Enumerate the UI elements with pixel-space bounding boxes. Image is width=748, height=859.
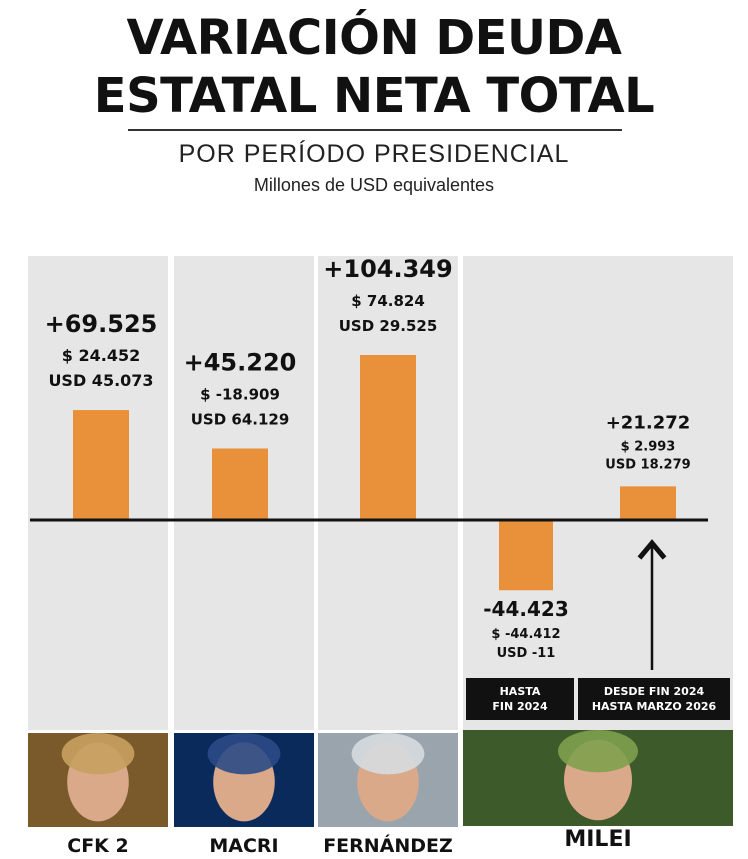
pesos-label: $ 2.993 — [621, 439, 676, 454]
total-label: +104.349 — [323, 255, 452, 283]
units-label: Millones de USD equivalentes — [253, 175, 495, 195]
hair-shape — [558, 730, 638, 773]
pesos-label: $ 74.824 — [351, 292, 425, 310]
hair-shape — [207, 733, 281, 775]
hair-shape — [61, 733, 135, 775]
total-label: +69.525 — [45, 310, 158, 338]
subtitle: POR PERÍODO PRESIDENCIAL — [178, 140, 570, 168]
title-divider — [128, 129, 622, 131]
period-tag — [578, 678, 730, 720]
pesos-label: $ 24.452 — [62, 346, 140, 365]
name-label-fernandez: FERNÁNDEZ — [323, 834, 453, 857]
bar-cfk-2 — [73, 410, 129, 520]
usd-label: USD 18.279 — [605, 457, 690, 472]
name-label-milei: MILEI — [564, 827, 631, 852]
period-tag — [466, 678, 574, 720]
bar-macri — [212, 448, 268, 520]
bar-milei-desde-fin-2024 — [620, 486, 676, 520]
usd-label: USD 29.525 — [339, 317, 438, 335]
usd-label: USD 45.073 — [48, 371, 153, 390]
hair-shape — [351, 733, 425, 775]
total-label: +45.220 — [184, 348, 297, 376]
column-bg-milei — [463, 256, 733, 730]
usd-label: USD 64.129 — [191, 410, 290, 428]
pesos-label: $ -44.412 — [491, 627, 560, 642]
period-tag-line: FIN 2024 — [492, 700, 548, 713]
name-label-cfk-2: CFK 2 — [67, 835, 128, 857]
name-label-macri: MACRI — [209, 835, 278, 857]
title-line-2: ESTATAL NETA TOTAL — [93, 68, 655, 124]
pesos-label: $ -18.909 — [200, 385, 280, 403]
usd-label: USD -11 — [497, 646, 556, 661]
total-label: +21.272 — [606, 412, 691, 433]
bar-milei-hasta-fin-2024 — [499, 520, 553, 591]
period-tag-line: DESDE FIN 2024 — [604, 685, 705, 698]
period-tag-line: HASTA MARZO 2026 — [592, 700, 717, 713]
period-tag-line: HASTA — [500, 685, 541, 698]
bar-fernandez — [360, 355, 416, 520]
title-line-1: VARIACIÓN DEUDA — [126, 10, 622, 66]
total-label: -44.423 — [483, 597, 568, 621]
